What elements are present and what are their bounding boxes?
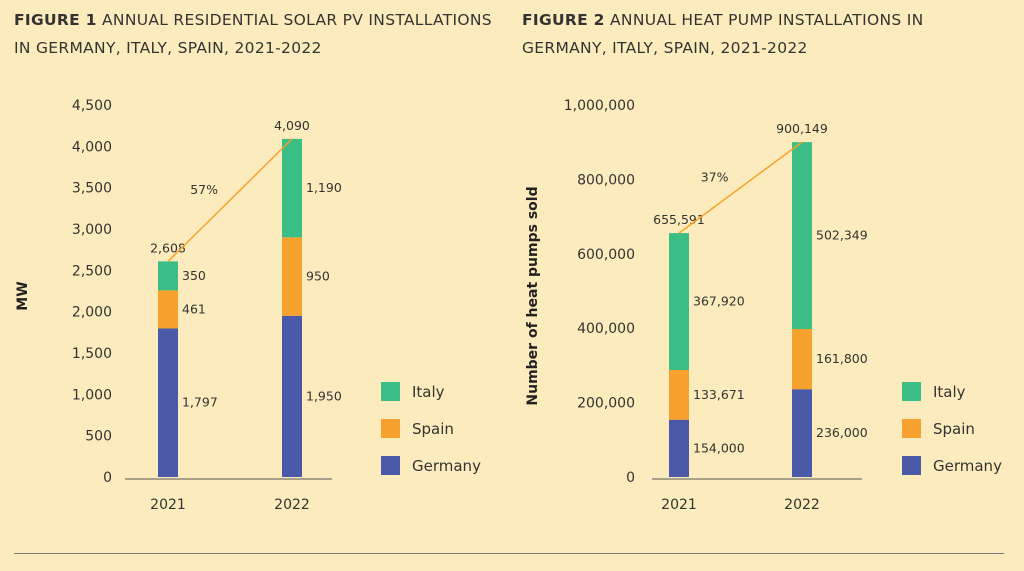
chart2-bar-germany-2021 [669, 419, 689, 477]
chart1-x-tick-label: 2022 [274, 497, 310, 513]
chart1-bar-spain-2021 [158, 290, 178, 329]
chart1-y-tick-label: 0 [103, 470, 112, 486]
chart2-legend-label-spain: Spain [933, 420, 975, 438]
figure-2-title-text: ANNUAL HEAT PUMP INSTALLATIONS IN GERMAN… [522, 11, 924, 57]
chart2-legend-swatch-spain [902, 419, 921, 438]
chart2-y-axis-label: Number of heat pumps sold [525, 186, 541, 405]
chart1-legend-swatch-spain [381, 419, 400, 438]
chart1-data-label-germany-2021: 1,797 [182, 395, 218, 410]
figure-1-number: FIGURE 1 [14, 11, 97, 29]
chart1-y-tick-label: 4,500 [72, 98, 112, 114]
chart1-growth-label: 57% [190, 182, 218, 197]
chart2-data-label-germany-2022: 236,000 [816, 425, 868, 440]
chart2-bar-italy-2021 [669, 233, 689, 370]
chart1-legend-swatch-germany [381, 456, 400, 475]
chart2-legend-swatch-italy [902, 382, 921, 401]
chart2-y-tick-label: 800,000 [577, 172, 635, 188]
chart2-bar-italy-2022 [792, 142, 812, 330]
chart1-bar-germany-2022 [282, 315, 302, 477]
chart1-growth-line [167, 138, 293, 262]
chart2-y-tick-label: 200,000 [577, 396, 635, 412]
chart2-total-label-2022: 900,149 [776, 121, 828, 136]
chart1-y-tick-label: 1,500 [72, 346, 112, 362]
chart2-y-tick-label: 0 [626, 470, 635, 486]
chart1-y-tick-label: 3,500 [72, 181, 112, 197]
chart2-legend-swatch-germany [902, 456, 921, 475]
chart1-legend-label-italy: Italy [412, 383, 445, 401]
chart1-y-tick-label: 2,500 [72, 263, 112, 279]
chart1-bar-italy-2021 [158, 261, 178, 291]
chart2-bar-spain-2022 [792, 329, 812, 390]
chart1-y-tick-label: 3,000 [72, 222, 112, 238]
figure-2-title: FIGURE 2 ANNUAL HEAT PUMP INSTALLATIONS … [522, 6, 1002, 62]
chart1-bar-spain-2022 [282, 237, 302, 316]
chart1-bar-germany-2021 [158, 328, 178, 477]
chart1-y-tick-label: 2,000 [72, 305, 112, 321]
chart1-bar-italy-2022 [282, 138, 302, 238]
chart1-y-axis-label: MW [15, 281, 31, 310]
chart2-legend-label-germany: Germany [933, 457, 1002, 475]
chart1-data-label-italy-2021: 350 [182, 268, 206, 283]
chart2-data-label-germany-2021: 154,000 [693, 440, 745, 455]
chart1-legend-label-germany: Germany [412, 457, 481, 475]
chart1-legend-swatch-italy [381, 382, 400, 401]
chart2-y-tick-label: 600,000 [577, 247, 635, 263]
chart2-x-tick-label: 2021 [661, 497, 697, 513]
chart1-data-label-spain-2022: 950 [306, 269, 330, 284]
chart1-x-tick-label: 2021 [150, 497, 186, 513]
chart2-y-tick-label: 400,000 [577, 321, 635, 337]
chart1-total-label-2021: 2,608 [150, 240, 186, 255]
bottom-divider [14, 553, 1004, 554]
chart1-data-label-germany-2022: 1,950 [306, 388, 342, 403]
chart2-data-label-italy-2021: 367,920 [693, 294, 745, 309]
figure-2-number: FIGURE 2 [522, 11, 605, 29]
chart2-bar-spain-2021 [669, 369, 689, 420]
chart2-growth-label: 37% [701, 170, 729, 185]
chart2-x-tick-label: 2022 [784, 497, 820, 513]
chart2-data-label-spain-2021: 133,671 [693, 387, 745, 402]
chart1-data-label-spain-2021: 461 [182, 301, 206, 316]
chart1-total-label-2022: 4,090 [274, 118, 310, 133]
chart2-growth-line [678, 141, 803, 234]
chart2-legend-label-italy: Italy [933, 383, 966, 401]
chart1-y-tick-label: 500 [85, 429, 112, 445]
figure-1-title-text: ANNUAL RESIDENTIAL SOLAR PV INSTALLATION… [14, 11, 492, 57]
chart1-y-tick-label: 4,000 [72, 139, 112, 155]
chart1-legend-label-spain: Spain [412, 420, 454, 438]
chart2-data-label-spain-2022: 161,800 [816, 351, 868, 366]
chart1-y-tick-label: 1,000 [72, 387, 112, 403]
chart2-y-tick-label: 1,000,000 [564, 98, 635, 114]
chart2-data-label-italy-2022: 502,349 [816, 228, 868, 243]
chart1-data-label-italy-2022: 1,190 [306, 180, 342, 195]
chart2-bar-germany-2022 [792, 389, 812, 477]
figure-1-title: FIGURE 1 ANNUAL RESIDENTIAL SOLAR PV INS… [14, 6, 504, 62]
